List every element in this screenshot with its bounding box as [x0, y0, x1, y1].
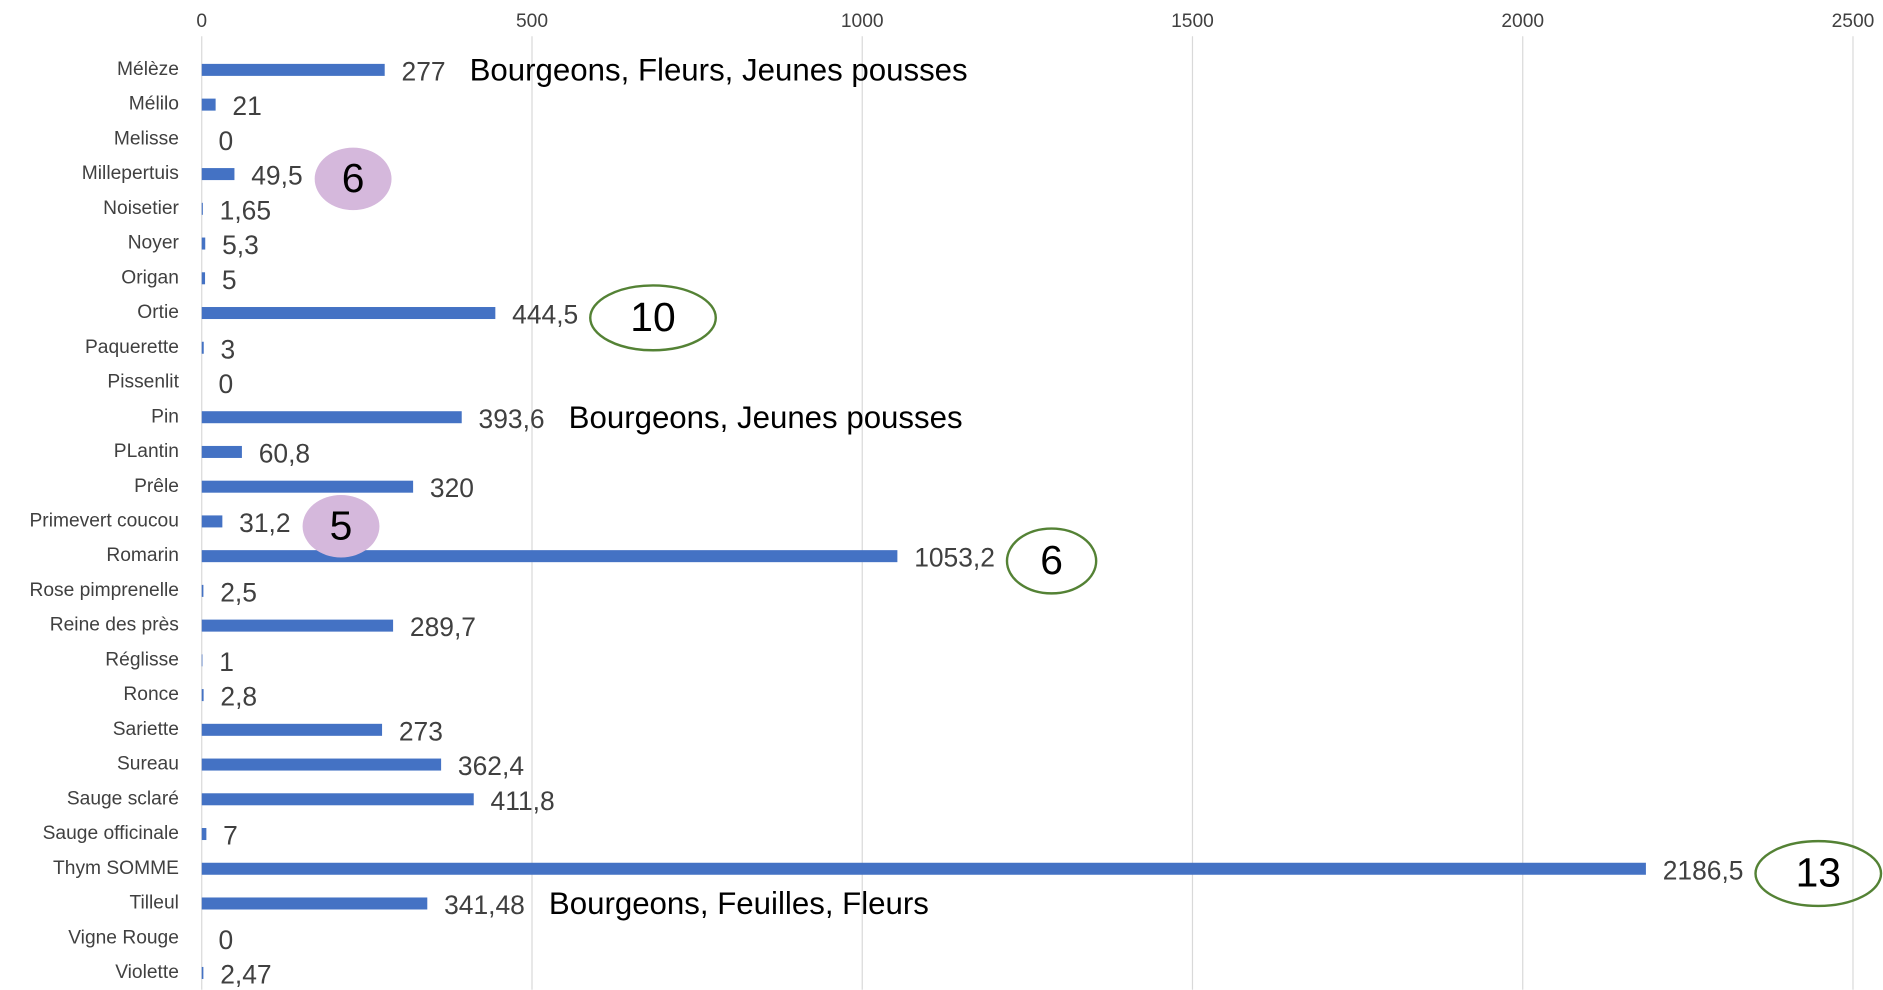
- bar: [201, 793, 474, 806]
- bar: [201, 63, 385, 76]
- annotation-badge: [589, 284, 717, 352]
- category-label: Violette: [115, 962, 179, 983]
- bar: [201, 237, 206, 250]
- category-label: Prêle: [134, 476, 179, 497]
- category-label: Sureau: [117, 754, 179, 775]
- value-label: 444,5: [512, 300, 578, 330]
- category-label: Thym SOMME: [53, 858, 179, 879]
- x-tick-label: 2500: [1832, 11, 1875, 32]
- value-label: 2186,5: [1663, 855, 1744, 885]
- bar: [201, 515, 223, 528]
- annotation-badge: [1005, 527, 1098, 595]
- annotation-badge: [302, 495, 380, 558]
- value-label: 2,8: [220, 682, 257, 712]
- category-label: Noyer: [128, 233, 180, 254]
- category-label: Primevert coucou: [30, 510, 179, 531]
- bar: [201, 828, 207, 841]
- bar: [201, 307, 496, 320]
- annotation: Bourgeons, Feuilles, Fleurs: [549, 886, 929, 921]
- bar: [201, 341, 204, 354]
- x-tick-label: 2000: [1501, 11, 1544, 32]
- category-label: Mélèze: [117, 59, 179, 80]
- category-label: Ortie: [137, 302, 179, 323]
- annotation: Bourgeons, Jeunes pousses: [569, 400, 963, 435]
- value-label: 5: [222, 265, 237, 295]
- category-label: Sauge sclaré: [67, 788, 179, 809]
- category-label: Tilleul: [129, 893, 178, 914]
- bar: [201, 272, 206, 285]
- bar: [201, 723, 383, 736]
- value-label: 1: [219, 647, 234, 677]
- category-label: Millepertuis: [82, 163, 179, 184]
- value-label: 60,8: [259, 439, 310, 469]
- bar: [201, 445, 242, 458]
- value-label: 21: [232, 91, 261, 121]
- value-label: 2,5: [220, 577, 257, 607]
- annotation-badge-text: 13: [1796, 850, 1841, 896]
- value-label: 5,3: [222, 230, 259, 260]
- bar: [201, 584, 204, 597]
- bar: [201, 550, 898, 563]
- category-label: Paquerette: [85, 337, 179, 358]
- x-tick-label: 0: [196, 11, 207, 32]
- value-label: 273: [399, 716, 443, 746]
- category-label: Origan: [121, 267, 179, 288]
- value-label: 7: [223, 821, 238, 851]
- annotation-badge-text: 6: [1040, 537, 1063, 583]
- category-label: Ronce: [123, 684, 179, 705]
- bar: [201, 480, 414, 493]
- value-label: 3: [221, 334, 236, 364]
- value-label: 320: [430, 473, 474, 503]
- bar: [201, 98, 216, 111]
- annotation: Bourgeons, Fleurs, Jeunes pousses: [470, 53, 968, 88]
- value-label: 49,5: [251, 161, 302, 191]
- bar: [201, 862, 1646, 875]
- value-label: 289,7: [410, 612, 476, 642]
- category-label: Pissenlit: [107, 372, 179, 393]
- category-label: Reine des près: [50, 615, 179, 636]
- category-label: Melisse: [114, 128, 179, 149]
- annotation-badge-text: 10: [630, 294, 675, 340]
- bar: [201, 654, 203, 667]
- bar: [201, 758, 442, 771]
- bar: [201, 202, 203, 215]
- value-label: 362,4: [458, 751, 524, 781]
- annotation-badge-text: 5: [330, 502, 353, 548]
- value-label: 393,6: [479, 404, 545, 434]
- bar: [201, 966, 204, 979]
- value-label: 0: [219, 126, 234, 156]
- annotation-badge: [1754, 839, 1883, 908]
- bar: [201, 689, 204, 702]
- x-tick-label: 1500: [1171, 11, 1214, 32]
- value-label: 2,47: [220, 960, 271, 990]
- category-label: PLantin: [114, 441, 179, 462]
- category-label: Rose pimprenelle: [29, 580, 178, 601]
- category-label: Sariette: [113, 719, 179, 740]
- x-tick-label: 1000: [841, 11, 884, 32]
- value-label: 0: [219, 369, 234, 399]
- bar: [201, 897, 428, 910]
- bar: [201, 168, 235, 181]
- value-label: 341,48: [444, 890, 525, 920]
- category-label: Romarin: [106, 545, 179, 566]
- annotation-badge: [314, 147, 392, 211]
- bar: [201, 411, 462, 424]
- category-label: Pin: [151, 406, 179, 427]
- x-tick-label: 500: [516, 11, 548, 32]
- value-label: 0: [219, 925, 234, 955]
- category-label: Noisetier: [103, 198, 179, 219]
- bar: [201, 619, 394, 632]
- category-label: Sauge officinale: [43, 823, 179, 844]
- value-label: 1,65: [220, 195, 271, 225]
- annotation-badge-text: 6: [342, 155, 365, 201]
- category-label: Réglisse: [105, 649, 179, 670]
- value-label: 31,2: [239, 508, 290, 538]
- category-label: Mélilo: [129, 94, 179, 115]
- value-label: 411,8: [491, 786, 555, 816]
- value-label: 1053,2: [914, 543, 995, 573]
- value-label: 277: [402, 56, 446, 86]
- category-label: Vigne Rouge: [68, 927, 179, 948]
